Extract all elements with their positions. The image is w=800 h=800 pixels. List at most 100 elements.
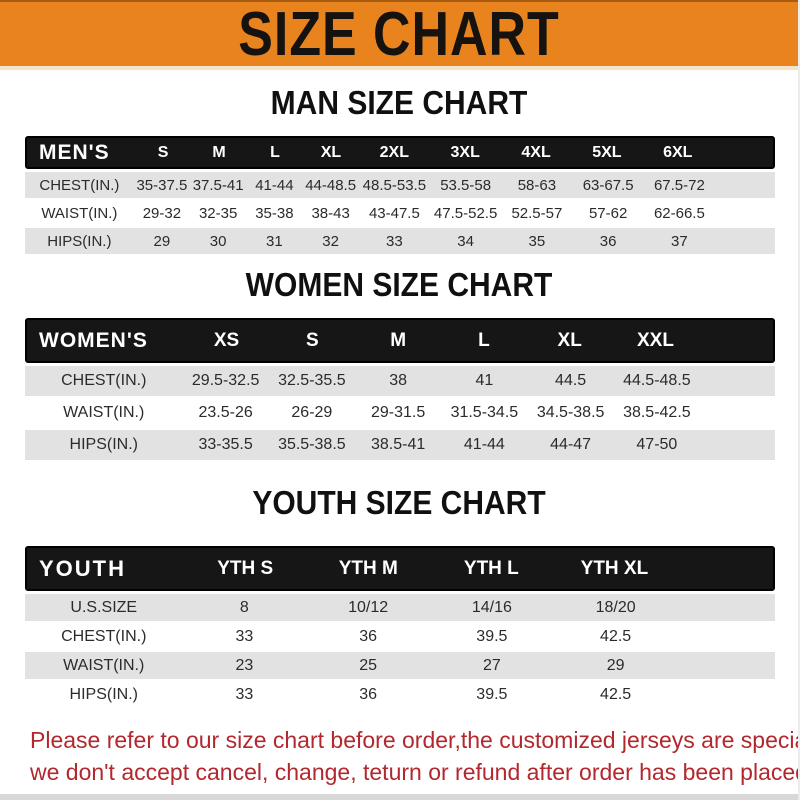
table-corner-label: MEN'S	[39, 140, 110, 164]
table-cell: 32	[322, 232, 339, 250]
column-header: 3XL	[450, 143, 480, 161]
disclaimer-line-1: Please refer to our size chart before or…	[30, 727, 798, 753]
table-cell: 36	[599, 232, 617, 250]
man-size-chart-section: MAN SIZE CHART MEN'S S M L XL 2XL 3XL 4XL 5XL 6XL…	[0, 84, 798, 254]
column-header: M	[390, 329, 407, 351]
table-cell: 34.5-38.5	[536, 404, 605, 421]
column-header: 2XL	[379, 143, 409, 161]
table-cell: 39.5	[476, 685, 508, 703]
table-row: HIPS(IN.) 29 30 31 32 33 34 35 36 37	[25, 228, 775, 254]
row-label: WAIST(IN.)	[41, 204, 118, 222]
column-header: YTH M	[338, 557, 398, 579]
table-cell: 8	[239, 598, 249, 616]
table-row: WAIST(IN.) 29-32 32-35 35-38 38-43 43-47.5 47.…	[25, 200, 775, 226]
table-cell: 62-66.5	[653, 204, 705, 222]
table-cell: 39.5	[476, 627, 508, 645]
table-header-row: WOMEN'S XS S M L XL XXL	[25, 318, 775, 363]
table-cell: 30	[209, 232, 227, 250]
column-header: XL	[557, 329, 582, 351]
column-header: YTH S	[217, 557, 274, 579]
table-cell: 35-37.5	[136, 176, 188, 194]
table-cell: 32.5-35.5	[278, 372, 346, 389]
table-cell: 37	[671, 232, 688, 250]
table-cell: 44-47	[550, 436, 592, 453]
table-row: CHEST(IN.) 35-37.5 37.5-41 41-44 44-48.5 48.5…	[25, 172, 775, 198]
row-label: HIPS(IN.)	[69, 436, 138, 453]
table-row: WAIST(IN.) 23 25 27 29	[25, 652, 775, 679]
man-section-heading-text: MAN SIZE CHART	[270, 84, 528, 122]
column-header: L	[270, 143, 280, 161]
table-corner-label: YOUTH	[39, 555, 126, 581]
table-row: HIPS(IN.) 33 36 39.5 42.5	[25, 681, 775, 708]
disclaimer-line-2: we don't accept cancel, change, teturn o…	[30, 759, 800, 785]
table-cell: 63-67.5	[582, 176, 634, 194]
table-cell: 37.5-41	[192, 176, 244, 194]
column-header: YTH L	[463, 557, 519, 579]
table-cell: 38.5-41	[370, 436, 426, 453]
table-row: WAIST(IN.) 23.5-26 26-29 29-31.5 31.5-34.5 34…	[25, 398, 775, 428]
table-cell: 29	[153, 232, 171, 250]
table-row: U.S.SIZE 8 10/12 14/16 18/20	[25, 594, 775, 621]
column-header: M	[212, 143, 226, 161]
table-cell: 52.5-57	[511, 204, 563, 222]
table-cell: 33-35.5	[198, 436, 253, 453]
table-cell: 29.5-32.5	[191, 372, 260, 389]
youth-section-heading: YOUTH SIZE CHART	[0, 484, 798, 522]
table-cell: 26-29	[291, 404, 333, 421]
table-cell: 33	[386, 232, 403, 250]
women-size-table: WOMEN'S XS S M L XL XXL CHEST(IN.) 29.5-32.5 32.5…	[25, 318, 775, 460]
table-cell: 38.5-42.5	[623, 404, 691, 421]
row-label: HIPS(IN.)	[69, 685, 138, 703]
table-cell: 38-43	[311, 204, 350, 222]
table-cell: 34	[457, 232, 474, 250]
youth-section-heading-text: YOUTH SIZE CHART	[252, 484, 546, 522]
table-cell: 41-44	[463, 436, 505, 453]
table-cell: 32-35	[198, 204, 238, 222]
table-cell: 33	[235, 627, 254, 645]
table-cell: 23	[235, 656, 254, 674]
table-cell: 23.5-26	[198, 404, 253, 421]
table-cell: 67.5-72	[653, 176, 705, 194]
table-cell: 35	[528, 232, 546, 250]
row-label: HIPS(IN.)	[47, 232, 112, 250]
table-cell: 29-32	[142, 204, 182, 222]
table-cell: 35.5-38.5	[278, 436, 346, 453]
table-cell: 29	[606, 656, 625, 674]
column-header: YTH XL	[580, 557, 649, 579]
table-cell: 33	[235, 685, 254, 703]
youth-size-table: YOUTH YTH S YTH M YTH L YTH XL U.S.SIZE 8 10/12…	[25, 546, 775, 708]
table-row: CHEST(IN.) 33 36 39.5 42.5	[25, 623, 775, 650]
women-size-chart-section: WOMEN SIZE CHART WOMEN'S XS S M L XL XXL CHEST(…	[0, 266, 798, 460]
table-cell: 44.5-48.5	[623, 372, 691, 389]
table-cell: 42.5	[600, 685, 632, 703]
table-cell: 43-47.5	[368, 204, 420, 222]
row-label: CHEST(IN.)	[39, 176, 120, 194]
table-cell: 47.5-52.5	[433, 204, 498, 222]
table-cell: 58-63	[517, 176, 557, 194]
row-label: U.S.SIZE	[70, 598, 138, 616]
disclaimer: Please refer to our size chart before or…	[0, 724, 798, 788]
column-header: S	[157, 143, 169, 161]
banner: SIZE CHART	[0, 0, 798, 70]
table-corner-label: WOMEN'S	[39, 328, 148, 352]
bottom-strip	[0, 794, 798, 800]
column-header: XXL	[636, 329, 674, 351]
table-row: HIPS(IN.) 33-35.5 35.5-38.5 38.5-41 41-44 44-…	[25, 430, 775, 460]
table-cell: 41-44	[255, 176, 294, 194]
women-section-heading-text: WOMEN SIZE CHART	[245, 266, 553, 304]
table-cell: 31	[266, 232, 283, 250]
table-header-row: YOUTH YTH S YTH M YTH L YTH XL	[25, 546, 775, 591]
table-cell: 38	[389, 372, 408, 389]
table-header-row: MEN'S S M L XL 2XL 3XL 4XL 5XL 6XL	[25, 136, 775, 169]
row-label: CHEST(IN.)	[61, 627, 147, 645]
table-row: CHEST(IN.) 29.5-32.5 32.5-35.5 38 41 44.5 44.5…	[25, 366, 775, 396]
table-cell: 25	[359, 656, 378, 674]
table-cell: 27	[482, 656, 501, 674]
man-section-heading: MAN SIZE CHART	[0, 84, 798, 122]
table-cell: 57-62	[588, 204, 628, 222]
table-cell: 53.5-58	[440, 176, 492, 194]
youth-size-chart-section: YOUTH SIZE CHART YOUTH YTH S YTH M YTH L YTH…	[0, 484, 798, 708]
column-header: L	[478, 329, 490, 351]
table-cell: 41	[475, 372, 494, 389]
